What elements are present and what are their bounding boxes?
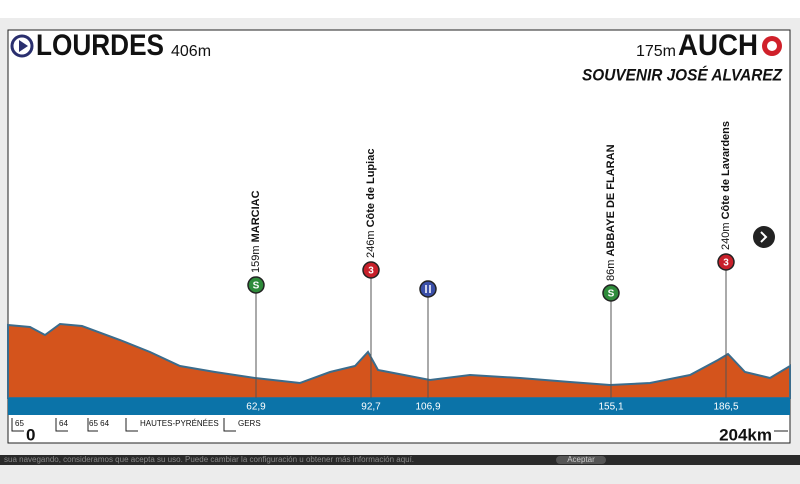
region-label: 65 64	[89, 419, 110, 428]
next-button-icon	[753, 226, 775, 248]
region-label: 65	[15, 419, 24, 428]
km-bar	[8, 398, 790, 415]
km-label: 106,9	[415, 402, 440, 413]
km-label: 62,9	[246, 402, 266, 413]
subtitle: SOUVENIR JOSÉ ALVAREZ	[582, 65, 783, 84]
next-chevron	[760, 231, 768, 243]
marker-elevation: 246m	[365, 230, 377, 258]
marker-icon-label: 3	[723, 258, 729, 269]
marker-icon	[602, 284, 620, 302]
marker-name: Côte de Lupiac	[365, 149, 377, 228]
km-label: 186,5	[713, 402, 738, 413]
region-label: HAUTES-PYRÉNÉES	[140, 419, 219, 428]
marker-icon	[717, 253, 735, 271]
top-strip	[0, 0, 800, 18]
region-brackets	[11, 418, 788, 432]
marker-icon	[419, 280, 437, 298]
finish-icon-inner	[767, 41, 777, 51]
cookie-button[interactable]	[556, 456, 606, 464]
region-label: 64	[59, 419, 68, 428]
marker-elevation: 240m	[720, 222, 732, 250]
marker-elevation: 159m	[250, 245, 262, 273]
marker-label: 246m Côte de Lupiac	[365, 149, 377, 258]
marker-name: ABBAYE DE FLARAN	[605, 144, 617, 256]
finish-elevation: 175m	[636, 43, 676, 60]
marker-name: MARCIAC	[250, 190, 262, 242]
feed-icon	[425, 285, 431, 293]
marker-icon-label: S	[253, 281, 260, 292]
marker-label: 240m Côte de Lavardens	[720, 121, 732, 250]
cookie-button-label[interactable]: Aceptar	[567, 455, 595, 464]
marker-icon	[362, 261, 380, 279]
km-label: 92,7	[361, 402, 381, 413]
start-elevation: 406m	[171, 43, 211, 60]
marker-icon	[247, 276, 265, 294]
elevation-profile	[7, 322, 791, 399]
marker-icon-label: S	[608, 289, 615, 300]
start-km: 0	[26, 425, 35, 444]
finish-name: AUCH	[678, 29, 758, 62]
marker-label: 159m MARCIAC	[250, 190, 262, 273]
total-km: 204km	[719, 425, 772, 444]
start-name: LOURDES	[36, 29, 164, 62]
km-label: 155,1	[598, 402, 623, 413]
region-label: GERS	[238, 419, 261, 428]
marker-name: Côte de Lavardens	[720, 121, 732, 219]
marker-label: 86m ABBAYE DE FLARAN	[605, 144, 617, 281]
marker-elevation: 86m	[605, 260, 617, 281]
cookie-bar	[0, 455, 800, 465]
start-arrow	[19, 40, 28, 52]
cookie-text: sua navegando, consideramos que acepta s…	[4, 455, 414, 464]
marker-icon-label: 3	[368, 266, 374, 277]
